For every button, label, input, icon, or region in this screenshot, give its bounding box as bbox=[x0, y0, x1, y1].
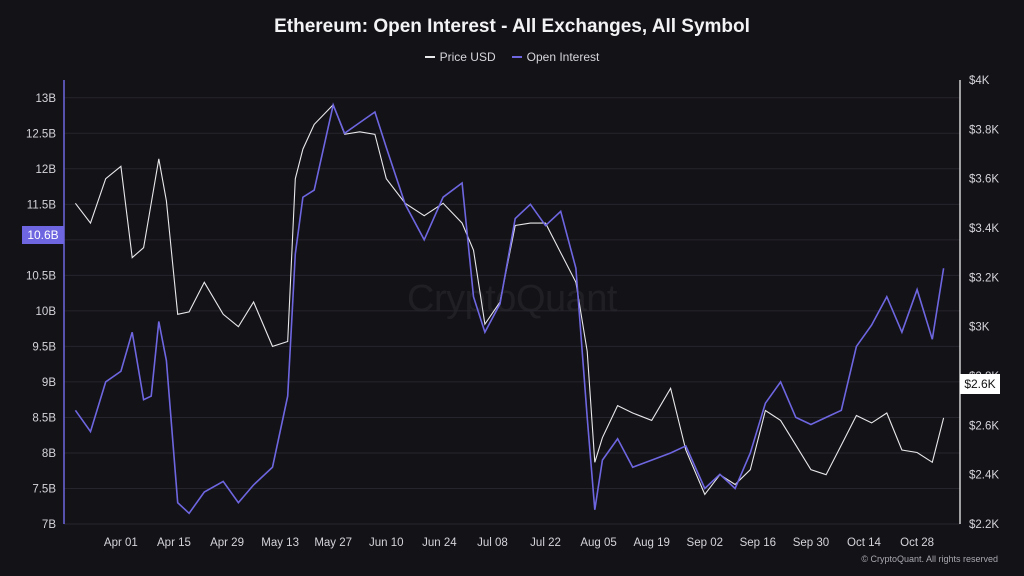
x-tick-label: Oct 28 bbox=[900, 537, 934, 549]
left-tick-label: 9.5B bbox=[32, 341, 56, 353]
right-tick-label: $3.2K bbox=[969, 272, 999, 284]
open-interest-last-value: 10.6B bbox=[22, 226, 64, 244]
right-tick-label: $2.6K bbox=[969, 420, 999, 432]
right-tick-label: $4K bbox=[969, 75, 990, 87]
legend-item-price[interactable]: Price USD bbox=[424, 50, 496, 64]
chart-title: Ethereum: Open Interest - All Exchanges,… bbox=[274, 16, 750, 37]
left-tick-label: 9B bbox=[42, 377, 56, 389]
price-last-value: $2.6K bbox=[960, 374, 1000, 394]
x-tick-label: Aug 05 bbox=[580, 537, 616, 549]
x-tick-label: Jun 10 bbox=[369, 537, 404, 549]
gridlines bbox=[64, 97, 960, 525]
x-tick-label: Jul 22 bbox=[530, 537, 561, 549]
x-tick-label: Sep 30 bbox=[793, 537, 829, 549]
legend-label-price: Price USD bbox=[439, 50, 496, 64]
left-axis-ticks: 7B7.5B8B8.5B9B9.5B10B10.5B11B11.5B12B12.… bbox=[26, 93, 56, 531]
open-interest-line bbox=[74, 102, 945, 515]
right-tick-label: $3.8K bbox=[969, 124, 999, 136]
legend-label-open-interest: Open Interest bbox=[526, 50, 600, 64]
right-tick-label: $2.4K bbox=[969, 470, 999, 482]
right-tick-label: $3.4K bbox=[969, 223, 999, 235]
x-tick-label: Apr 15 bbox=[157, 537, 191, 549]
x-tick-label: Sep 02 bbox=[687, 537, 723, 549]
watermark: CryptoQuant bbox=[407, 278, 617, 320]
left-tick-label: 12B bbox=[36, 164, 57, 176]
x-tick-label: Aug 19 bbox=[633, 537, 669, 549]
x-axis-ticks: Apr 01 Apr 15 Apr 29 May 13 May 27 Jun 10 Jun … bbox=[104, 537, 934, 549]
x-tick-label: Oct 14 bbox=[847, 537, 881, 549]
legend-swatch-price bbox=[424, 56, 435, 58]
copyright-text: © CryptoQuant. All rights reserved bbox=[861, 554, 998, 564]
left-tick-label: 10B bbox=[36, 306, 57, 318]
x-tick-label: May 27 bbox=[314, 537, 352, 549]
left-tick-label: 10.5B bbox=[26, 270, 56, 282]
legend-swatch-open-interest bbox=[511, 56, 522, 58]
left-tick-label: 7B bbox=[42, 519, 56, 531]
right-tick-label: $3.6K bbox=[969, 174, 999, 186]
x-tick-label: Apr 01 bbox=[104, 537, 138, 549]
x-tick-label: Jun 24 bbox=[422, 537, 457, 549]
legend: Price USD Open Interest bbox=[0, 50, 1024, 64]
left-tick-label: 11.5B bbox=[27, 199, 57, 211]
x-tick-label: Sep 16 bbox=[740, 537, 776, 549]
left-tick-label: 7.5B bbox=[32, 483, 56, 495]
left-tick-label: 13B bbox=[36, 93, 57, 105]
right-tick-label: $3K bbox=[969, 322, 990, 334]
right-tick-label: $2.2K bbox=[969, 519, 999, 531]
price-usd-line bbox=[74, 103, 945, 496]
left-tick-label: 8.5B bbox=[32, 412, 56, 424]
left-tick-label: 8B bbox=[42, 448, 56, 460]
x-tick-label: Apr 29 bbox=[210, 537, 244, 549]
left-tick-label: 12.5B bbox=[26, 128, 56, 140]
x-tick-label: Jul 08 bbox=[477, 537, 508, 549]
right-axis-ticks: $2.2K$2.4K$2.6K$2.8K$3K$3.2K$3.4K$3.6K$3… bbox=[969, 75, 999, 531]
legend-item-open-interest[interactable]: Open Interest bbox=[511, 50, 600, 64]
x-tick-label: May 13 bbox=[261, 537, 299, 549]
